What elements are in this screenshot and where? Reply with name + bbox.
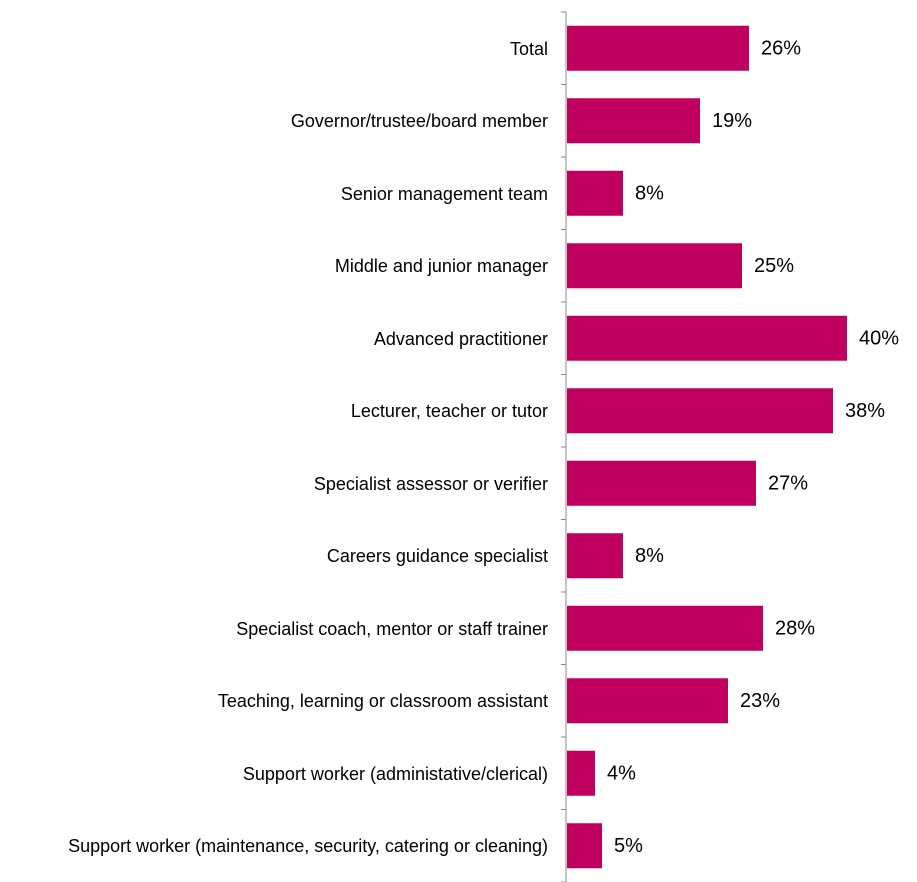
category-label: Senior management team: [340, 183, 548, 204]
bar: [567, 98, 700, 144]
category-label: Lecturer, teacher or tutor: [350, 401, 548, 422]
category-label-box: Advanced practitioner: [0, 329, 548, 350]
category-label: Total: [509, 38, 548, 59]
value-label: 19%: [712, 110, 752, 132]
bar: [567, 678, 728, 724]
bar: [567, 533, 623, 579]
category-label: Teaching, learning or classroom assistan…: [217, 691, 548, 712]
category-label-box: Total: [0, 39, 548, 60]
value-label: 38%: [845, 400, 885, 422]
value-label: 25%: [754, 255, 794, 277]
value-label: 5%: [614, 835, 643, 857]
value-label: 8%: [635, 183, 664, 205]
bar: [567, 388, 833, 434]
category-label-box: Support worker (maintenance, security, c…: [0, 836, 548, 857]
value-label: 28%: [775, 618, 815, 640]
category-label-box: Support worker (administative/clerical): [0, 764, 548, 785]
category-label-box: Careers guidance specialist: [0, 546, 548, 567]
category-label: Governor/trustee/board member: [290, 111, 548, 132]
category-label: Middle and junior manager: [334, 256, 548, 277]
value-label: 23%: [740, 690, 780, 712]
category-label-box: Governor/trustee/board member: [0, 111, 548, 132]
bar: [567, 750, 595, 796]
category-label: Support worker (administative/clerical): [242, 763, 548, 784]
category-label-box: Senior management team: [0, 184, 548, 205]
bar: [567, 823, 602, 869]
category-label: Support worker (maintenance, security, c…: [68, 836, 548, 857]
category-label: Specialist coach, mentor or staff traine…: [236, 618, 548, 639]
category-label: Careers guidance specialist: [326, 546, 548, 567]
bar: [567, 243, 742, 289]
category-label-box: Lecturer, teacher or tutor: [0, 401, 548, 422]
bar: [567, 25, 749, 71]
bar: [567, 315, 847, 361]
category-label-box: Specialist coach, mentor or staff traine…: [0, 619, 548, 640]
category-label-box: Teaching, learning or classroom assistan…: [0, 691, 548, 712]
value-label: 8%: [635, 545, 664, 567]
value-label: 26%: [761, 38, 801, 60]
bar: [567, 460, 756, 506]
category-label-box: Specialist assessor or verifier: [0, 474, 548, 495]
category-label-box: Middle and junior manager: [0, 256, 548, 277]
bar: [567, 605, 763, 651]
value-label: 40%: [859, 328, 899, 350]
value-label: 27%: [768, 473, 808, 495]
category-label: Specialist assessor or verifier: [313, 473, 548, 494]
category-label: Advanced practitioner: [373, 328, 548, 349]
value-label: 4%: [607, 763, 636, 785]
bar: [567, 170, 623, 216]
